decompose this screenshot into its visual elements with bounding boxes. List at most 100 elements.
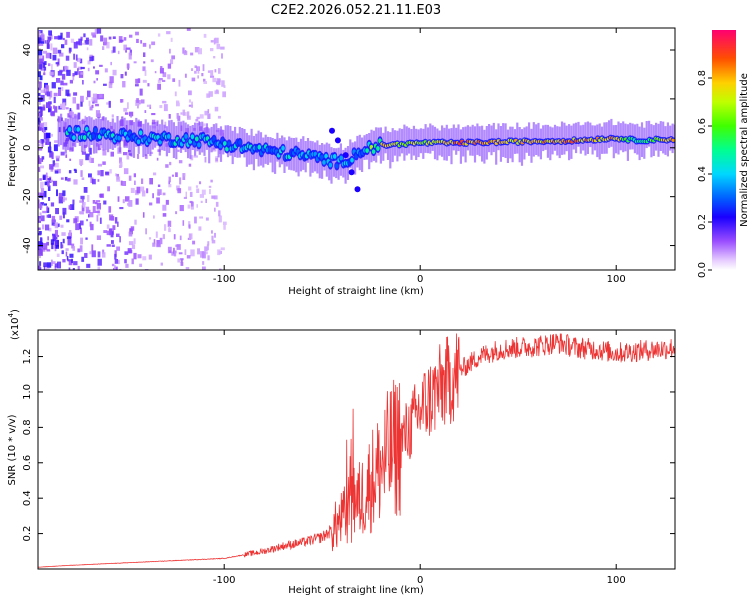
- noise-cell: [67, 113, 71, 118]
- noise-cell: [82, 204, 86, 208]
- spectrogram-ytick-label: -20: [22, 188, 33, 204]
- noise-cell: [79, 58, 83, 64]
- noise-cell: [88, 156, 92, 163]
- noise-cell: [89, 212, 94, 218]
- noise-cell: [205, 251, 208, 255]
- noise-cell: [161, 79, 166, 82]
- noise-cell: [123, 139, 128, 146]
- noise-cell: [106, 230, 110, 236]
- noise-cell: [87, 60, 91, 65]
- noise-cell: [49, 141, 51, 148]
- noise-cell: [43, 72, 46, 76]
- snr-xtick-label: 0: [417, 575, 423, 586]
- noise-cell: [183, 196, 187, 199]
- ridge-peak: [91, 133, 96, 139]
- noise-cell: [197, 75, 199, 79]
- noise-cell: [69, 108, 72, 112]
- noise-cell: [44, 61, 47, 65]
- ridge-peak: [93, 127, 98, 133]
- noise-cell: [106, 244, 111, 247]
- noise-cell: [72, 97, 76, 104]
- noise-cell: [62, 98, 67, 106]
- noise-cell: [46, 102, 51, 108]
- noise-cell: [162, 213, 167, 217]
- ridge-peak: [166, 134, 171, 139]
- noise-cell: [82, 80, 84, 85]
- noise-cell: [167, 63, 172, 69]
- noise-cell: [53, 163, 56, 166]
- noise-cell: [69, 79, 73, 84]
- noise-cell: [194, 216, 197, 224]
- noise-cell: [151, 113, 156, 116]
- noise-cell: [66, 31, 70, 38]
- noise-cell: [57, 58, 60, 66]
- noise-cell: [186, 255, 191, 259]
- noise-cell: [214, 232, 216, 238]
- halo-cell: [610, 118, 613, 147]
- noise-cell: [75, 54, 78, 61]
- ridge-peak: [67, 126, 72, 132]
- noise-cell: [38, 144, 41, 147]
- noise-cell: [175, 172, 178, 177]
- noise-cell: [72, 246, 75, 251]
- noise-cell: [214, 207, 216, 212]
- noise-cell: [38, 227, 41, 231]
- noise-cell: [77, 68, 79, 75]
- noise-cell: [62, 37, 65, 41]
- noise-cell: [85, 37, 89, 42]
- colorbar-label: Normalized spectral amplitude: [739, 73, 750, 227]
- noise-cell: [51, 133, 53, 137]
- noise-cell: [210, 70, 214, 76]
- noise-cell: [100, 170, 104, 177]
- noise-cell: [50, 43, 53, 51]
- noise-cell: [57, 49, 62, 54]
- noise-cell: [54, 36, 59, 40]
- noise-cell: [66, 256, 69, 261]
- noise-cell: [218, 68, 221, 74]
- noise-cell: [50, 111, 55, 116]
- noise-cell: [47, 36, 52, 41]
- noise-cell: [111, 244, 115, 247]
- ridge-peak: [136, 139, 141, 145]
- spectrogram-ytick-label: 0: [22, 145, 33, 151]
- noise-cell: [99, 217, 102, 224]
- noise-cell: [183, 173, 186, 177]
- noise-cell: [38, 246, 43, 249]
- noise-cell: [55, 62, 59, 65]
- noise-cell: [126, 63, 130, 69]
- noise-cell: [187, 204, 191, 209]
- noise-cell: [177, 258, 181, 263]
- noise-cell: [104, 68, 108, 73]
- noise-cell: [79, 220, 84, 226]
- noise-cell: [153, 172, 157, 176]
- noise-cell: [59, 215, 63, 220]
- noise-cell: [39, 254, 41, 259]
- noise-cell: [112, 46, 116, 53]
- noise-cell: [92, 200, 96, 204]
- halo-cell: [90, 117, 93, 145]
- noise-cell: [178, 252, 183, 255]
- noise-cell: [137, 105, 139, 109]
- noise-cell: [119, 207, 124, 210]
- noise-cell: [207, 241, 210, 246]
- noise-cell: [179, 258, 184, 261]
- branch-cell: [354, 186, 361, 193]
- snr-ylabel: SNR (10 * v/v): [7, 414, 18, 485]
- noise-cell: [51, 82, 56, 89]
- halo-cell: [497, 123, 500, 151]
- noise-cell: [114, 259, 118, 264]
- noise-cell: [89, 221, 92, 227]
- noise-cell: [77, 265, 80, 270]
- noise-cell: [186, 28, 191, 31]
- noise-cell: [50, 179, 53, 182]
- noise-cell: [38, 118, 41, 125]
- noise-cell: [52, 54, 57, 61]
- noise-cell: [199, 181, 202, 185]
- noise-cell: [80, 95, 84, 103]
- noise-cell: [114, 253, 117, 260]
- noise-cell: [62, 102, 66, 108]
- noise-cell: [119, 39, 124, 42]
- halo-cell: [135, 117, 138, 147]
- noise-cell: [69, 204, 75, 210]
- noise-cell: [63, 66, 65, 72]
